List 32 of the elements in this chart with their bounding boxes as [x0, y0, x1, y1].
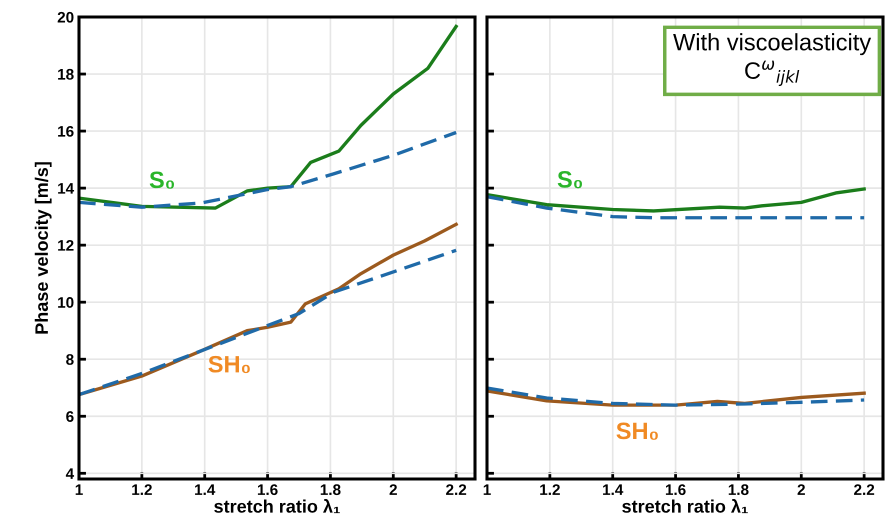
- y-tick-label: 4: [66, 468, 74, 479]
- x-tick-label: 1: [76, 484, 83, 495]
- x-tick-label: 1.6: [666, 484, 686, 496]
- y-tick-label: 8: [66, 354, 74, 365]
- x-tick-label: 1: [484, 484, 491, 495]
- x-tick-label: 1.2: [540, 484, 560, 495]
- x-tick-label: 1.8: [728, 484, 749, 496]
- x-tick-label: 2.2: [854, 484, 874, 495]
- y-tick-label: 20: [58, 12, 74, 23]
- annotation: S₀: [150, 171, 174, 189]
- y-tick-label: 16: [58, 126, 74, 137]
- annotation: With viscoelasticity C$^{ω}$$_{ijkl}$: [673, 33, 872, 86]
- x-tick-label: 1.2: [132, 484, 152, 495]
- annotation: SH₀: [208, 356, 250, 374]
- x-tick-label: 1.8: [320, 484, 341, 496]
- x-axis-title: stretch ratio λ₁: [214, 499, 340, 514]
- y-tick-label: 18: [58, 68, 74, 80]
- y-axis-title: Phase velocity [m/s]: [34, 162, 52, 334]
- annotation: S₀: [558, 170, 582, 188]
- x-tick-label: 1.4: [195, 484, 216, 495]
- line-series: [79, 130, 458, 209]
- annotation: SH₀: [616, 422, 658, 440]
- x-tick-label: 2: [798, 484, 805, 495]
- x-axis-title: stretch ratio λ₁: [622, 499, 748, 514]
- y-tick-label: 14: [58, 183, 74, 194]
- y-tick-label: 6: [66, 411, 74, 422]
- x-tick-label: 1.4: [603, 484, 624, 495]
- x-tick-label: 2.2: [446, 484, 466, 495]
- y-tick-label: 12: [58, 240, 74, 251]
- x-tick-label: 1.6: [258, 484, 278, 496]
- y-tick-label: 10: [58, 297, 74, 308]
- x-tick-label: 2: [390, 484, 397, 495]
